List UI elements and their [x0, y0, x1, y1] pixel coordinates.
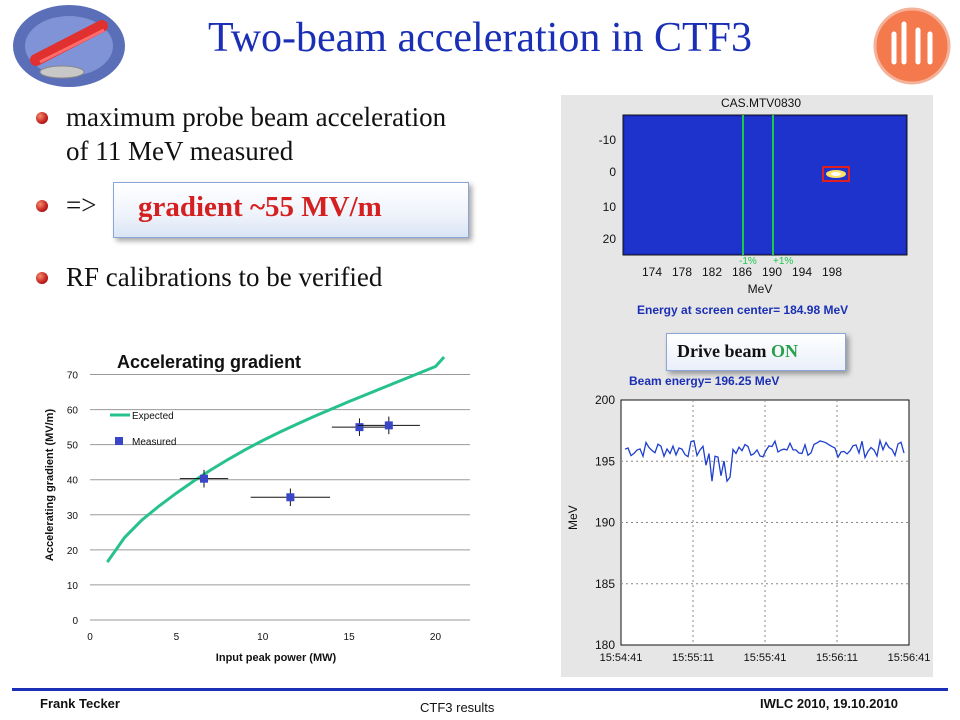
- chart-y-tick: 0: [72, 616, 78, 627]
- legend-measured-label: Measured: [132, 437, 176, 448]
- drive-beam-state: ON: [770, 341, 798, 361]
- page-title: Two-beam acceleration in CTF3: [207, 15, 753, 61]
- screen-x-tick: 182: [702, 265, 722, 279]
- bullet-rf: RF calibrations to be verified: [36, 260, 556, 296]
- screen-x-unit: MeV: [748, 282, 773, 296]
- legend-expected-label: Expected: [132, 411, 174, 422]
- energy-plot-ylabel: MeV: [566, 505, 580, 530]
- chart-x-tick: 5: [174, 632, 180, 643]
- energy-plot-x-tick: 15:55:41: [744, 652, 787, 664]
- measured-point: [286, 493, 295, 502]
- bullet-icon: [36, 112, 48, 124]
- screen-y-tick: 10: [603, 200, 617, 214]
- screen-x-tick: 194: [792, 265, 812, 279]
- energy-plot-y-tick: 185: [595, 577, 615, 591]
- marker-label-minus: -1%: [739, 256, 757, 267]
- legend-measured-swatch: [115, 437, 123, 445]
- footer-center: CTF3 results: [420, 700, 495, 715]
- chart-y-tick: 60: [67, 406, 79, 417]
- chart-ylabel: Accelerating gradient (MV/m): [44, 409, 56, 562]
- beam-spot-box: [822, 166, 850, 182]
- chart-x-tick: 10: [257, 632, 269, 643]
- measured-point: [200, 474, 208, 483]
- chart-y-tick: 10: [67, 581, 79, 592]
- gradient-highlight-box: gradient ~55 MV/m: [113, 182, 469, 238]
- energy-plot-x-tick: 15:56:41: [888, 652, 931, 664]
- ctf3-logo: [13, 5, 125, 87]
- energy-caption: Energy at screen center= 184.98 MeV: [637, 303, 848, 317]
- energy-plot-x-tick: 15:55:11: [672, 652, 714, 664]
- chart-x-tick: 0: [87, 632, 93, 643]
- gradient-highlight-text: gradient ~55 MV/m: [138, 191, 382, 223]
- clic-logo: [873, 7, 951, 85]
- chart-x-tick: 20: [430, 632, 442, 643]
- screen-y-tick: -10: [599, 133, 617, 147]
- chart-y-tick: 30: [67, 511, 79, 522]
- bullet-icon: [36, 200, 48, 212]
- bullet-icon: [36, 272, 48, 284]
- gradient-chart: Accelerating gradient 0 10 20 30 40 50 60 70 0 5…: [40, 345, 480, 665]
- measured-point: [355, 423, 364, 432]
- screen-x-tick: 186: [732, 265, 752, 279]
- energy-plot-y-tick: 200: [595, 393, 615, 407]
- footer-date: IWLC 2010, 19.10.2010: [760, 696, 899, 711]
- screen-x-tick: 198: [822, 265, 842, 279]
- screen-x-tick: 190: [762, 265, 782, 279]
- screen-title: CAS.MTV0830: [721, 96, 801, 110]
- screen-y-tick: 20: [603, 232, 617, 246]
- energy-plot-x-tick: 15:56:11: [816, 652, 858, 664]
- beam-energy-caption: Beam energy= 196.25 MeV: [629, 374, 779, 388]
- chart-y-tick: 40: [67, 476, 79, 487]
- beam-energy-plot: Beam energy= 196.25 MeV 200195190185180 …: [566, 374, 931, 664]
- measured-point: [384, 421, 393, 430]
- expected-series-line: [106, 355, 446, 563]
- energy-plot-y-tick: 180: [595, 638, 615, 652]
- screen-x-tick: 178: [672, 265, 692, 279]
- chart-xlabel: Input peak power (MW): [216, 652, 337, 664]
- bullet-gradient: =>: [36, 188, 116, 224]
- energy-plot-y-tick: 190: [595, 516, 615, 530]
- footer-divider: [12, 688, 948, 691]
- chart-y-tick: 20: [67, 546, 79, 557]
- footer-author: Frank Tecker: [40, 696, 120, 711]
- drive-beam-box: Drive beam ON: [666, 333, 846, 371]
- energy-plot-x-tick: 15:54:41: [600, 652, 643, 664]
- screen-x-tick: 174: [642, 265, 662, 279]
- beam-energy-trace: [624, 438, 905, 483]
- energy-plot-y-tick: 195: [595, 454, 615, 468]
- bullet-acceleration: maximum probe beam acceleration of 11 Me…: [36, 100, 556, 170]
- chart-x-tick: 15: [344, 632, 356, 643]
- chart-title: Accelerating gradient: [117, 352, 301, 372]
- drive-beam-label: Drive beam: [677, 341, 767, 361]
- chart-y-tick: 70: [67, 371, 79, 382]
- screen-y-tick: 0: [609, 165, 616, 179]
- screen-image: CAS.MTV0830 -10 0 10 20 174 178 182 186 190 194 1…: [599, 96, 908, 317]
- marker-label-plus: +1%: [773, 256, 793, 267]
- chart-y-tick: 50: [67, 441, 79, 452]
